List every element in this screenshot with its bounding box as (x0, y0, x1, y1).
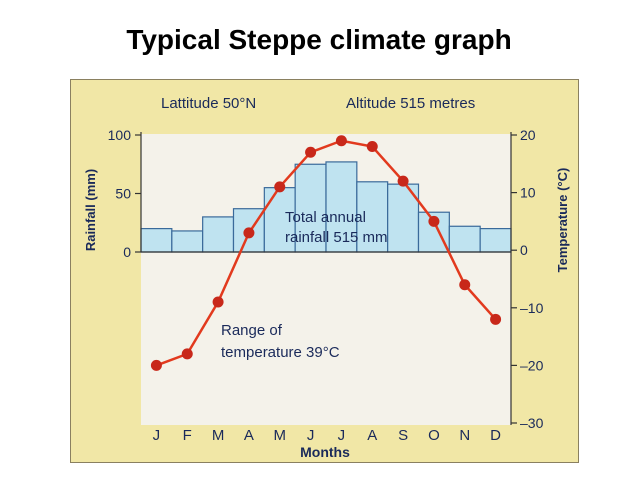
temperature-point-J (335, 135, 347, 147)
temperature-tick-label: –20 (520, 357, 544, 373)
month-label-2: M (212, 427, 225, 444)
rainfall-tick-label: 100 (108, 127, 132, 143)
rainfall-bar-F (171, 230, 204, 253)
rainfall-axis-label: Rainfall (mm) (83, 169, 98, 251)
temperature-point-S (397, 175, 409, 187)
months-axis-label: Months (300, 444, 350, 460)
month-label-0: J (153, 427, 161, 444)
climate-graph: Lattitude 50°N Altitude 515 metres Rainf… (83, 95, 570, 460)
temperature-tick-label: 10 (520, 185, 536, 201)
temperature-point-A (366, 141, 378, 153)
temperature-point-J (150, 359, 162, 371)
rainfall-bar-J (294, 163, 327, 253)
temperature-line (155, 139, 497, 367)
temperature-range-annotation-line2: temperature 39°C (221, 344, 340, 361)
chart-frame: Lattitude 50°N Altitude 515 metres Rainf… (70, 79, 579, 463)
rainfall-tick-label: 0 (123, 244, 131, 260)
rainfall-bar-M (202, 216, 235, 253)
month-label-9: O (428, 427, 440, 444)
month-label-7: A (367, 427, 377, 444)
month-label-3: A (244, 427, 254, 444)
temperature-point-N (459, 279, 471, 291)
temperature-point-A (243, 227, 255, 239)
temperature-range-annotation-line1: Range of (221, 322, 283, 339)
altitude-label: Altitude 515 metres (346, 95, 475, 112)
total-rainfall-annotation-line1: Total annual (285, 209, 366, 226)
temperature-point-J (305, 146, 317, 158)
month-label-5: J (307, 427, 315, 444)
temperature-axis-label: Temperature (°C) (555, 168, 570, 273)
month-label-4: M (274, 427, 287, 444)
rainfall-bar-D (479, 228, 512, 253)
temperature-tick-label: –10 (520, 300, 544, 316)
temperature-point-O (428, 215, 440, 227)
temperature-point-F (181, 348, 193, 360)
rainfall-bar-J (140, 228, 173, 253)
temperature-point-M (212, 296, 224, 308)
month-label-1: F (183, 427, 192, 444)
temperature-tick-label: 0 (520, 242, 528, 258)
month-label-11: D (490, 427, 501, 444)
month-label-6: J (338, 427, 346, 444)
total-rainfall-annotation-line2: rainfall 515 mm (285, 229, 388, 246)
rainfall-tick-label: 50 (115, 186, 131, 202)
slide-title: Typical Steppe climate graph (126, 24, 512, 55)
temperature-point-M (274, 181, 286, 193)
temperature-tick-label: 20 (520, 127, 536, 143)
latitude-label: Lattitude 50°N (161, 95, 256, 112)
rainfall-bar-N (448, 225, 481, 253)
month-label-8: S (398, 427, 408, 444)
temperature-point-D (490, 313, 502, 325)
temperature-tick-label: –30 (520, 415, 544, 431)
month-label-10: N (459, 427, 470, 444)
